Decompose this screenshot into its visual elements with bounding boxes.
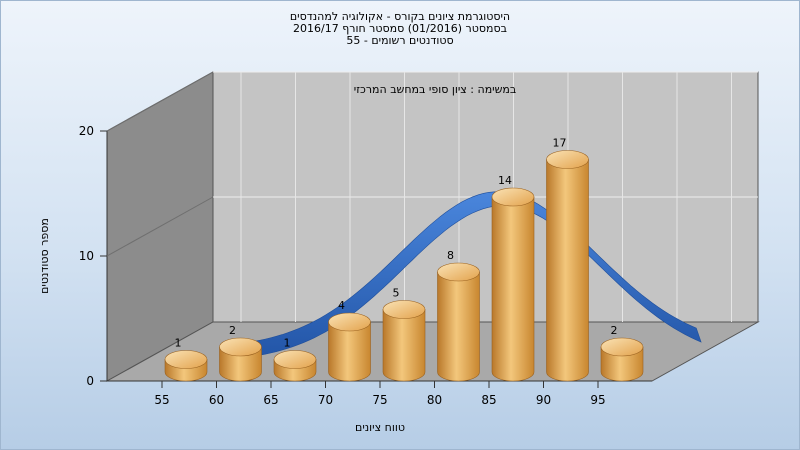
chart-annotation: במשימה : ציון סופי במחשב המרכזי [354,83,517,96]
bar-body [382,309,426,382]
title-line-1: היסטוגרמת ציונים בקורס - אקולוגיה למהנדס… [289,10,511,23]
title-line-2: בסמסטר (01/2016) סמסטר חורף 2016/17 [293,22,507,35]
bar-data-label: 1 [284,337,291,350]
bar-data-label: 17 [553,137,567,150]
bar-body [437,271,480,382]
bar-top [219,337,262,357]
bar: 8 [437,249,480,382]
bar-top [382,300,426,319]
y-tick-label: 0 [86,374,94,388]
bar-data-label: 14 [498,174,512,187]
title-line-3: סטודנטים רשומים - 55 [346,34,454,47]
bar: 14 [491,174,535,382]
bar-body [328,321,371,382]
bar: 5 [382,287,426,382]
bar-data-label: 1 [175,337,182,350]
bar: 1 [164,337,208,382]
bar-top [546,150,589,169]
bar-top [164,350,208,369]
x-tick-label: 55 [154,393,169,407]
x-tick-label: 80 [427,393,442,407]
bar-data-label: 5 [393,287,400,300]
bar-body [491,196,535,382]
bar: 17 [546,137,589,382]
bar-top [600,337,644,357]
y-axis-title: מספר סטודנטים [38,218,51,294]
side-gridline [106,196,214,257]
x-tick-label: 65 [263,393,278,407]
bar-data-label: 8 [447,249,454,262]
y-tick-label: 10 [79,249,94,263]
bar-top [328,312,371,332]
distribution-curve-layer [254,191,702,356]
side-gridline [106,71,214,132]
bar: 2 [219,324,262,382]
bar-data-label: 4 [338,299,345,312]
bar: 2 [600,324,644,382]
bar-body [219,346,262,382]
x-tick-label: 90 [536,393,551,407]
x-tick-label: 75 [372,393,387,407]
x-axis-title: טווח ציונים [355,421,405,434]
bar-data-label: 2 [611,324,618,337]
x-tick-label: 60 [209,393,224,407]
distribution-ribbon [254,191,702,356]
y-tick-label: 20 [79,124,94,138]
bar: 4 [328,299,371,382]
x-tick-label: 95 [590,393,605,407]
x-tick-label: 85 [481,393,496,407]
bar-body [546,159,589,382]
bar-data-label: 2 [229,324,236,337]
chart-title: היסטוגרמת ציונים בקורס - אקולוגיה למהנדס… [0,11,800,47]
bar-body [600,346,644,382]
bar-top [273,350,317,369]
bar-top [437,262,480,282]
x-tick-label: 70 [318,393,333,407]
bar: 1 [273,337,317,382]
bar-top [491,187,535,207]
